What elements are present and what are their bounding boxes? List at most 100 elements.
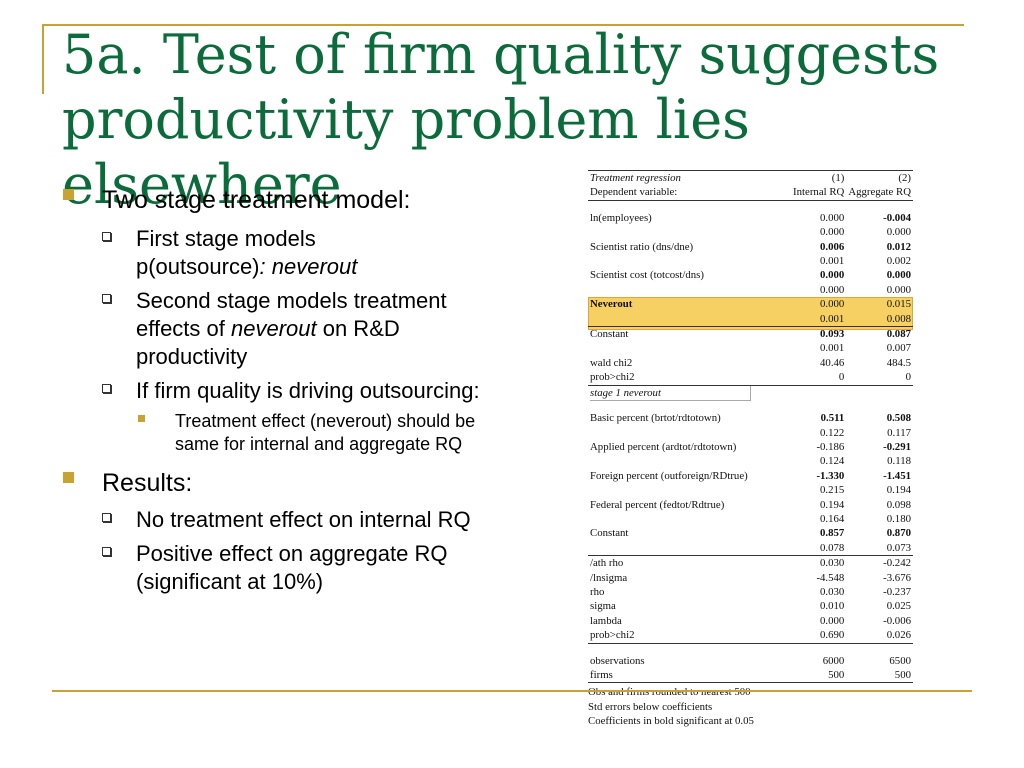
cell-value: 0.008: [886, 312, 911, 325]
cell-value: 0.001: [820, 312, 845, 325]
cell-value: 0.030: [820, 557, 845, 570]
cell-value: 0.000: [820, 226, 845, 239]
cell-value: Internal RQ: [790, 185, 847, 201]
row-label: [588, 483, 790, 497]
stage-label-row: stage 1 neverout: [588, 385, 913, 402]
cell-value: 0.194: [820, 498, 845, 511]
table-row: 0.001 0.002: [588, 254, 913, 268]
cell-value: 0.118: [887, 455, 911, 468]
cell-value: -0.006: [883, 614, 911, 627]
bullet-text: p(outsource): [136, 254, 260, 279]
cell-value: 0.124: [820, 455, 845, 468]
note-line: Coefficients in bold significant at 0.05: [588, 715, 754, 728]
row-label: [588, 283, 790, 297]
cell-value: 0.026: [846, 628, 913, 644]
cell-value: 0.001: [820, 255, 845, 268]
title-line: elsewhere: [62, 153, 342, 216]
cell-value: 0.000: [820, 211, 845, 224]
hollow-square-bullet-icon: [102, 294, 111, 303]
cell-value: 0.025: [886, 600, 911, 613]
table-row: sigma 0.010 0.025: [588, 599, 913, 613]
bullet-text: Treatment effect (neverout) should be sa…: [175, 411, 476, 454]
cell-value: 0.007: [886, 342, 911, 355]
row-label: [588, 426, 790, 440]
table-row: 0.001 0.008: [588, 312, 913, 327]
table-row: /ath rho 0.030 -0.242: [588, 556, 913, 571]
row-label: prob>chi2: [588, 628, 791, 644]
row-label: [588, 341, 790, 355]
hollow-square-bullet-icon: [102, 547, 111, 556]
row-label: ln(employees): [590, 211, 652, 224]
table-row: wald chi2 40.46 484.5: [588, 356, 913, 370]
cell-value: 0.690: [790, 628, 847, 644]
cell-value: -0.291: [883, 440, 911, 453]
bullet-results: Results:: [60, 469, 500, 498]
cell-value: 6500: [889, 654, 911, 667]
cell-value: Aggregate RQ: [846, 185, 913, 201]
row-label: Constant: [590, 527, 629, 540]
cell-value: 0.000: [886, 283, 911, 296]
cell-value: 0.215: [820, 484, 845, 497]
cell-value: -3.676: [883, 571, 911, 584]
cell-value: -0.237: [883, 585, 911, 598]
row-label: [588, 454, 790, 468]
bottom-rule: [52, 690, 972, 692]
bullet-no-effect: No treatment effect on internal RQ: [102, 506, 500, 534]
table-row: prob>chi2 0 0: [588, 370, 913, 386]
cell-value: 0.180: [886, 512, 911, 525]
bullet-text-italic: neverout: [230, 316, 317, 341]
cell-value: 0.078: [790, 540, 847, 557]
cell-value: 0.073: [846, 540, 913, 557]
bullet-text: Results:: [102, 469, 193, 497]
row-label: lambda: [590, 614, 622, 627]
cell-value: 0.164: [820, 512, 845, 525]
table-row: 0.122 0.117: [588, 426, 913, 440]
table-row: Federal percent (fedtot/Rdtrue) 0.194 0.09…: [588, 498, 913, 512]
cell-value: 0.508: [886, 412, 911, 425]
table-row: Dependent variable: Internal RQ Aggregate …: [588, 185, 913, 201]
regression-table-grid: Treatment regression (1) (2) Dependent vari…: [588, 170, 913, 684]
table-row: Constant 0.857 0.870: [588, 526, 913, 540]
table-row: ln(employees) 0.000 -0.004: [588, 211, 913, 225]
bullet-text: Two stage treatment model:: [102, 186, 411, 214]
table-row: 0.215 0.194: [588, 483, 913, 497]
bullet-text: Positive effect on aggregate RQ (signifi…: [136, 541, 448, 594]
table-row: 0.164 0.180: [588, 512, 913, 526]
cell-value: 0.194: [886, 484, 911, 497]
cell-value: 0.087: [846, 326, 913, 342]
table-row: 0.078 0.073: [588, 540, 913, 557]
regression-table: Treatment regression (1) (2) Dependent vari…: [588, 170, 918, 729]
table-notes: Obs and firms rounded to nearest 500 Std…: [588, 685, 918, 728]
hollow-square-bullet-icon: [102, 384, 111, 393]
table-row: Scientist ratio (dns/dne) 0.006 0.012: [588, 240, 913, 254]
row-label: [588, 312, 790, 327]
cell-value: 0.001: [820, 342, 845, 355]
row-label: [588, 512, 790, 526]
cell-value: (2): [846, 170, 913, 186]
title-line: productivity problem lies: [62, 88, 750, 151]
row-label: Scientist ratio (dns/dne): [590, 240, 694, 253]
row-label: [588, 225, 790, 239]
table-row: observations 6000 6500: [588, 654, 913, 668]
cell-value: 0: [790, 370, 847, 386]
cell-value: 0.000: [820, 298, 845, 311]
cell-value: 0: [846, 370, 913, 386]
note-line: Obs and firms rounded to nearest 500: [588, 686, 751, 699]
bullet-first-stage: First stage models p(outsource): neverou…: [102, 225, 500, 281]
bullet-two-stage: Two stage treatment model:: [60, 186, 500, 215]
cell-value: -4.548: [816, 571, 845, 584]
cell-value: 0.012: [886, 240, 911, 253]
hollow-square-bullet-icon: [102, 513, 111, 522]
table-row: Neverout 0.000 0.015: [588, 297, 913, 311]
row-label: /lnsigma: [590, 571, 628, 584]
cell-value: 0.030: [820, 585, 845, 598]
table-row: Basic percent (brtot/rdtotown) 0.511 0.508: [588, 411, 913, 425]
row-label: /ath rho: [590, 557, 624, 570]
cell-value: 0.000: [820, 283, 845, 296]
table-row: rho 0.030 -0.237: [588, 585, 913, 599]
bullet-text: on R&D productivity: [136, 316, 400, 369]
row-label: observations: [590, 654, 645, 667]
cell-value: 0.002: [886, 255, 911, 268]
bullet-treatment-effect: Treatment effect (neverout) should be sa…: [136, 410, 500, 456]
note-line: Std errors below coefficients: [588, 700, 713, 713]
